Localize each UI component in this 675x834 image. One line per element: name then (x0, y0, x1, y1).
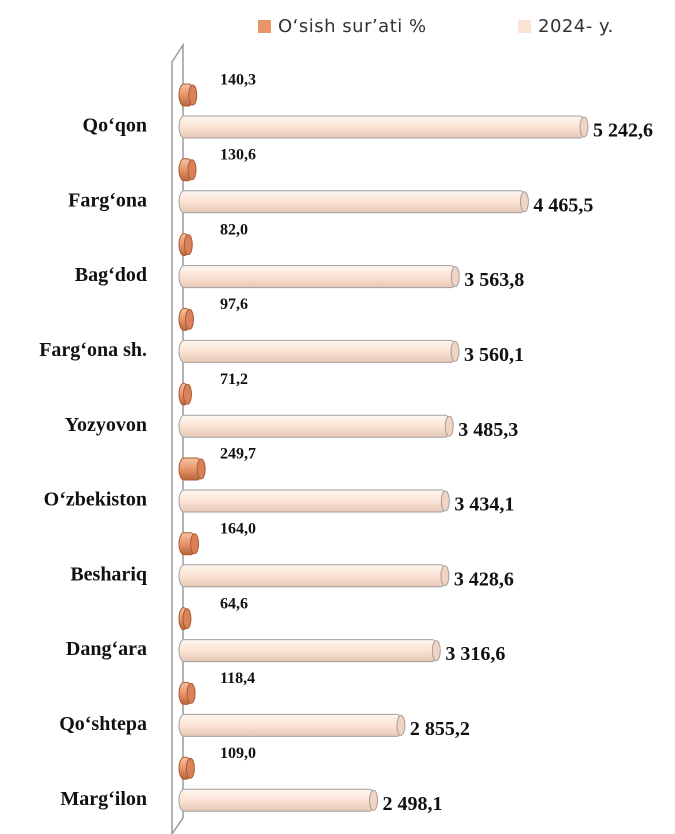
bar (178, 265, 457, 289)
value-label: 5 242,6 (593, 120, 653, 142)
bar (178, 190, 526, 214)
bar (178, 639, 438, 663)
value-label: 97,6 (220, 296, 248, 313)
value-label: 3 485,3 (458, 419, 518, 441)
bar-cap (196, 458, 206, 480)
value-label: 71,2 (220, 371, 248, 388)
bar-cap (184, 308, 194, 330)
value-label: 3 434,1 (454, 494, 514, 516)
category-label: Qo‘shtepa (59, 713, 147, 735)
bar (178, 115, 586, 139)
bar (178, 788, 376, 812)
category-label: Dang‘ara (66, 638, 147, 660)
category-label: Bag‘dod (75, 264, 147, 286)
value-label: 249,7 (220, 446, 256, 463)
category-label: Qo‘qon (83, 115, 147, 137)
bar-cap (185, 757, 195, 779)
value-label: 140,3 (220, 72, 256, 89)
bar-cap (369, 789, 379, 811)
legend-swatch (258, 20, 271, 33)
bar-cap (579, 116, 589, 138)
value-label: 4 465,5 (533, 194, 593, 216)
value-label: 118,4 (220, 670, 255, 687)
bar-cap (186, 682, 196, 704)
bar-cap (182, 383, 192, 405)
legend-swatch (518, 20, 531, 33)
bar-cap (519, 191, 529, 213)
bar-cap (182, 608, 192, 630)
value-label: 164,0 (220, 520, 256, 537)
bar-cap (450, 340, 460, 362)
bar-cap (190, 533, 200, 555)
bar (178, 489, 447, 513)
bar-cap (396, 714, 406, 736)
value-label: 109,0 (220, 745, 256, 762)
category-label: Beshariq (70, 563, 147, 585)
category-label: Farg‘ona (68, 189, 147, 211)
bar (178, 339, 457, 363)
value-label: 3 563,8 (464, 269, 524, 291)
value-label: 2 498,1 (383, 793, 443, 815)
value-label: 2 855,2 (410, 718, 470, 740)
value-label: 82,0 (220, 221, 248, 238)
bar (178, 713, 403, 737)
bar (178, 414, 451, 438)
bar-cap (183, 234, 193, 256)
bar-cap (188, 84, 198, 106)
legend-label: 2024- y. (538, 16, 614, 37)
value-label: 3 316,6 (445, 643, 505, 665)
value-label: 130,6 (220, 146, 256, 163)
value-label: 64,6 (220, 595, 248, 612)
bar (178, 564, 447, 588)
value-label: 3 560,1 (464, 344, 524, 366)
bar-cap (431, 640, 441, 662)
bar-cap (440, 565, 450, 587)
value-label: 3 428,6 (454, 568, 514, 590)
category-label: Yozyovon (65, 414, 147, 436)
category-label: Farg‘ona sh. (39, 339, 147, 361)
bar-cap (444, 415, 454, 437)
bar-cap (450, 266, 460, 288)
bar-cap (440, 490, 450, 512)
legend-label: O‘sish sur’ati % (278, 16, 427, 37)
category-label: O‘zbekiston (44, 489, 147, 511)
bar-cap (187, 159, 197, 181)
category-label: Marg‘ilon (60, 788, 147, 810)
